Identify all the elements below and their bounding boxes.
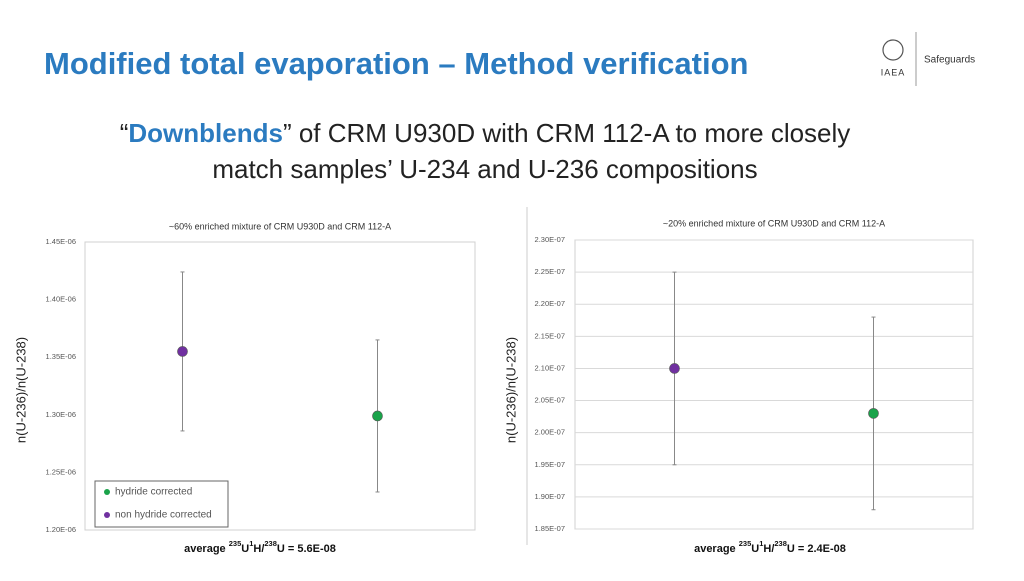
subtitle-part: “ xyxy=(120,118,129,148)
logo-text: IAEA xyxy=(881,67,906,77)
iaea-logo: IAEA Safeguards xyxy=(881,32,975,86)
section-label: Safeguards xyxy=(924,55,975,66)
y-tick-label: 1.90E-07 xyxy=(535,492,565,501)
chart-title: ~60% enriched mixture of CRM U930D and C… xyxy=(169,221,391,231)
y-tick-label: 2.05E-07 xyxy=(535,396,565,405)
legend-marker xyxy=(104,512,110,518)
data-point xyxy=(177,346,188,357)
data-point xyxy=(372,410,383,422)
subtitle-line: match samples’ U-234 and U-236 compositi… xyxy=(212,154,757,184)
annotation-part: average xyxy=(694,543,739,555)
y-tick-label: 1.25E-06 xyxy=(46,467,76,476)
annotation: average 235U1H/238U = 2.4E-08 xyxy=(694,539,846,554)
y-tick-label: 1.35E-06 xyxy=(46,352,76,361)
y-tick-label: 2.15E-07 xyxy=(535,331,565,340)
y-tick-label: 1.95E-07 xyxy=(535,460,565,469)
annotation-part: H/ xyxy=(253,543,264,555)
legend-label: hydride corrected xyxy=(115,487,192,498)
y-tick-label: 2.10E-07 xyxy=(535,363,565,372)
annotation-part: 235 xyxy=(739,539,752,548)
y-tick-label: 1.45E-06 xyxy=(46,237,76,246)
legend-box xyxy=(94,480,229,528)
subtitle-part: ” of CRM U930D with CRM 112-A to more cl… xyxy=(283,118,850,148)
y-tick-label: 1.20E-06 xyxy=(46,525,76,534)
annotation-part: 1 xyxy=(759,539,763,548)
y-tick-label: 1.40E-06 xyxy=(46,295,76,304)
slide-title: Modified total evaporation – Method veri… xyxy=(44,46,748,81)
annotation: average 235U1H/238U = 5.6E-08 xyxy=(184,539,336,554)
legend-marker xyxy=(104,489,110,495)
y-axis-label: n(U-236)/n(U-238) xyxy=(13,337,28,443)
annotation-part: U = 5.6E-08 xyxy=(277,543,336,555)
plot-frame xyxy=(574,239,974,530)
subtitle-line: “Downblends” of CRM U930D with CRM 112-A… xyxy=(120,118,851,148)
y-tick-label: 1.30E-06 xyxy=(46,410,76,419)
y-tick-label: 2.25E-07 xyxy=(535,267,565,276)
y-tick-label: 2.00E-07 xyxy=(535,428,565,437)
annotation-part: U = 2.4E-08 xyxy=(787,543,846,555)
chart-title: ~20% enriched mixture of CRM U930D and C… xyxy=(663,218,885,228)
annotation-part: U xyxy=(751,543,759,555)
annotation-part: U xyxy=(241,543,249,555)
plot-frame xyxy=(84,241,476,531)
data-point xyxy=(669,363,680,374)
annotation-part: 1 xyxy=(249,539,253,548)
y-tick-label: 2.30E-07 xyxy=(535,235,565,244)
y-tick-label: 1.85E-07 xyxy=(535,524,565,533)
logo-emblem xyxy=(882,39,904,61)
annotation-part: 235 xyxy=(229,539,242,548)
legend-label: non hydride corrected xyxy=(115,510,212,521)
annotation-part: H/ xyxy=(763,543,774,555)
annotation-part: 238 xyxy=(774,539,787,548)
y-axis-label: n(U-236)/n(U-238) xyxy=(503,337,518,443)
annotation-part: 238 xyxy=(264,539,277,548)
data-point xyxy=(868,408,879,419)
subtitle-highlight: Downblends xyxy=(128,118,283,148)
y-tick-label: 2.20E-07 xyxy=(535,299,565,308)
annotation-part: average xyxy=(184,543,229,555)
